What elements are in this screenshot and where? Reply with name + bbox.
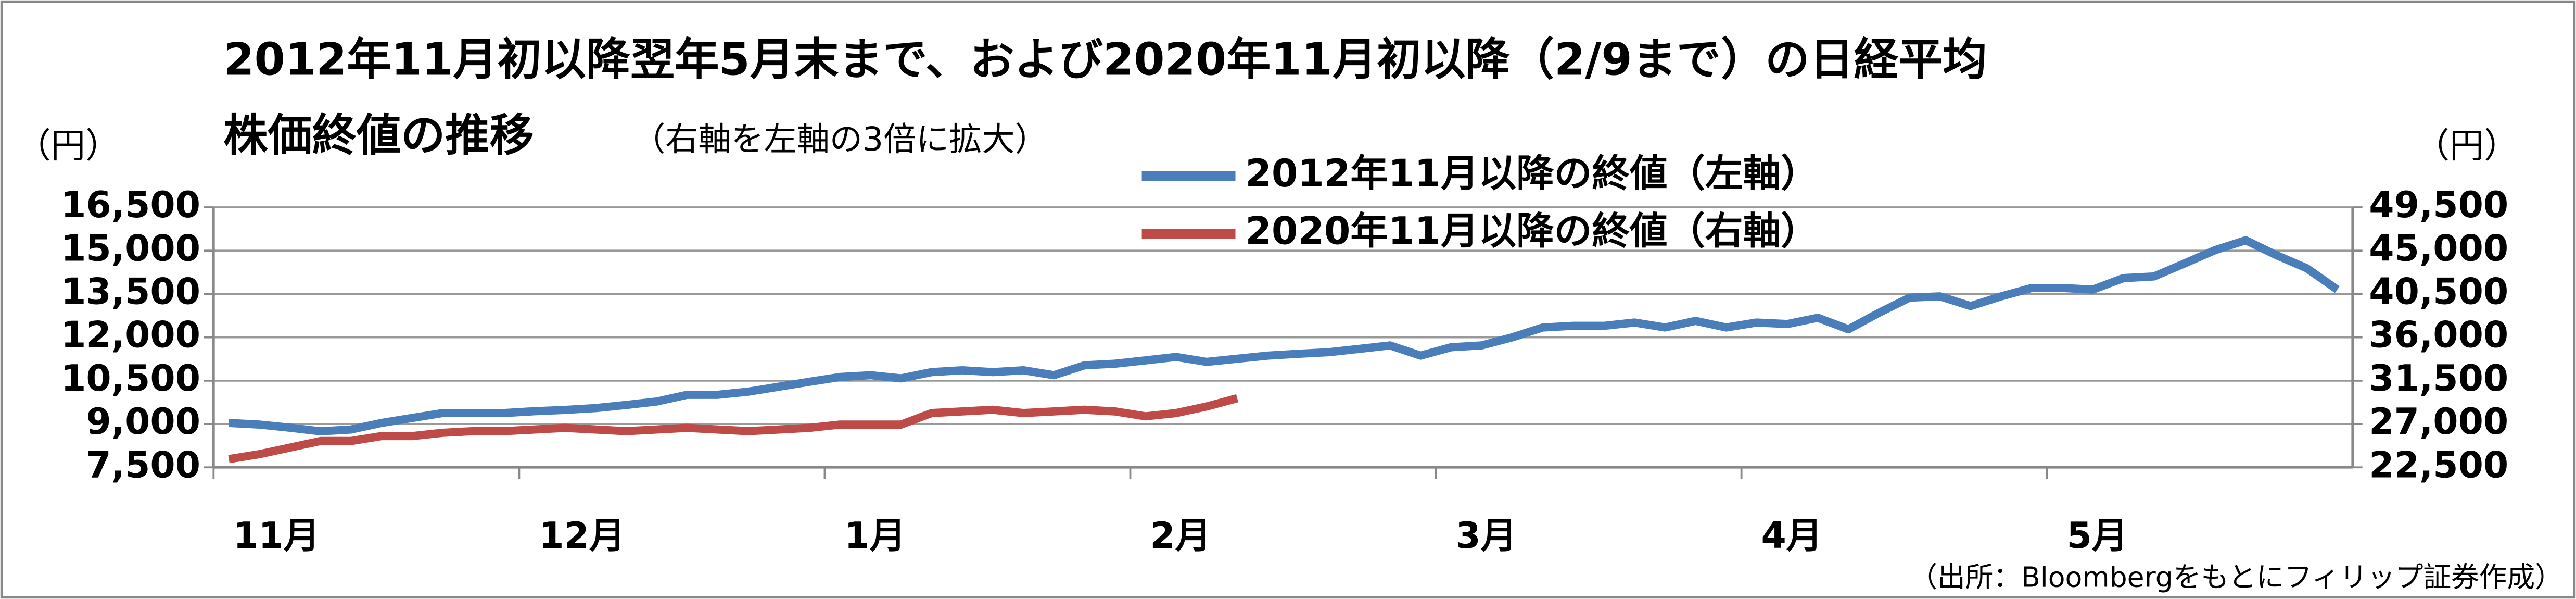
y2-tick-label: 49,500 [2369, 184, 2508, 226]
y-tick-label: 9,000 [86, 401, 200, 443]
legend-label: 2012年11月以降の終値（左軸） [1245, 152, 1818, 196]
x-tick-label: 3月 [1455, 515, 1517, 557]
source: （出所：Bloombergをもとにフィリップ証券作成） [1909, 561, 2562, 594]
y2-unit: （円） [2415, 125, 2519, 166]
y-tick-label: 12,000 [61, 315, 200, 356]
y2-tick-label: 36,000 [2369, 315, 2508, 356]
chart-title: 株価終値の推移 [223, 110, 534, 161]
chart-title: 2012年11月初以降翌年5月末まで、および2020年11月初以降（2/9まで）… [223, 34, 1987, 85]
y-tick-label: 10,500 [61, 358, 200, 400]
x-tick-label: 2月 [1150, 515, 1211, 557]
data-line [228, 394, 1239, 464]
chart-subtitle: （右軸を左軸の3倍に拡大） [632, 120, 1047, 158]
y-tick-label: 16,500 [61, 184, 200, 226]
y2-tick-label: 27,000 [2369, 401, 2508, 443]
y-unit: （円） [17, 125, 120, 166]
x-tick-label: 4月 [1761, 515, 1823, 557]
y2-tick-label: 22,500 [2369, 444, 2508, 486]
y-tick-label: 7,500 [86, 444, 200, 486]
x-tick-label: 11月 [233, 515, 320, 557]
y-tick-label: 13,500 [61, 271, 200, 313]
y-tick-label: 15,000 [61, 228, 200, 269]
y2-tick-label: 31,500 [2369, 358, 2508, 400]
y2-tick-label: 45,000 [2369, 228, 2508, 269]
x-tick-label: 12月 [539, 515, 625, 557]
legend-label: 2020年11月以降の終値（右軸） [1245, 210, 1818, 254]
x-tick-label: 1月 [844, 515, 906, 557]
x-tick-label: 5月 [2067, 515, 2128, 557]
y2-tick-label: 40,500 [2369, 271, 2508, 313]
data-line [229, 236, 2340, 435]
